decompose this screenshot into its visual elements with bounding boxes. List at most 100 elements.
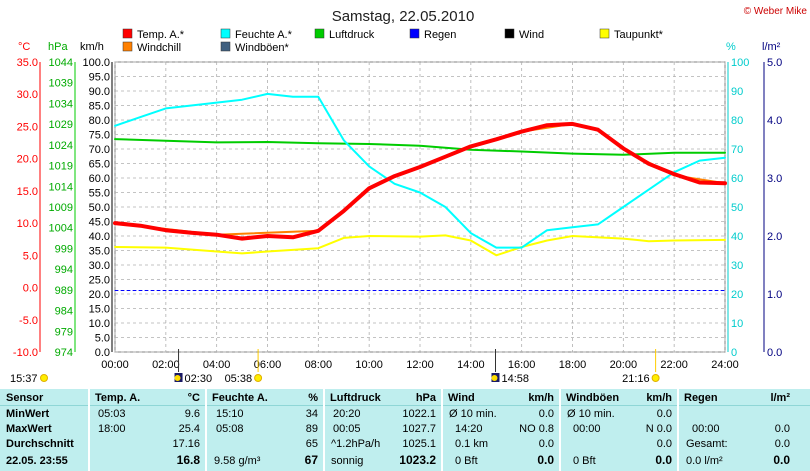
- legend-label: Feuchte A.*: [235, 29, 293, 41]
- rain-tick-label: 0.0: [767, 347, 782, 359]
- stats-table: Sensor Temp. A. °C Feuchte A. % Luftdruc…: [0, 389, 810, 471]
- press-tick-label: 974: [55, 347, 73, 359]
- hum-current: 67: [304, 453, 318, 467]
- event-time-label: 15:37: [10, 373, 38, 383]
- wind-tick-label: 5.0: [95, 333, 110, 345]
- temp-tick-label: 20.0: [17, 154, 38, 166]
- legend-swatch: [314, 28, 325, 39]
- rain-tick-label: 5.0: [767, 57, 782, 69]
- wind-avg-label: 0.1 km: [455, 438, 489, 450]
- wind-axis-unit: km/h: [80, 41, 104, 53]
- row-label-current: 22.05. 23:55: [6, 455, 68, 467]
- gust-min-label: Ø 10 min.: [567, 408, 615, 420]
- wind-max: NO 0.8: [519, 423, 554, 435]
- series-line-temp-a: [113, 121, 727, 241]
- rain-tick-label: 1.0: [767, 289, 782, 301]
- event-time-label: 14:58: [501, 373, 529, 383]
- wind-tick-label: 60.0: [89, 173, 110, 185]
- legend-swatch: [122, 41, 133, 52]
- header-gust: Windböen: [566, 392, 620, 404]
- wind-min: 0.0: [538, 408, 554, 420]
- sun-icon: [651, 374, 660, 382]
- temp-tick-label: 5.0: [23, 250, 38, 262]
- rain-current: 0.0: [773, 453, 790, 467]
- wind-avg: 0.0: [538, 438, 554, 450]
- header-press-unit: hPa: [415, 392, 436, 404]
- column-divider: [205, 389, 207, 471]
- hum-tick-label: 60: [731, 173, 743, 185]
- press-tick-label: 994: [55, 264, 73, 276]
- temp-tick-label: 0.0: [23, 283, 38, 295]
- x-tick-label: 10:00: [355, 359, 383, 371]
- wind-tick-label: 45.0: [89, 217, 110, 229]
- press-max-time: 00:05: [333, 423, 361, 435]
- hum-tick-label: 70: [731, 144, 743, 156]
- forecast-text: sonnig: [331, 455, 364, 467]
- legend-swatch: [122, 28, 133, 39]
- wind-tick-label: 80.0: [89, 115, 110, 127]
- event-time-label: 02:30: [185, 373, 213, 383]
- series-line-luftdruck: [114, 138, 726, 156]
- press-trend: ^1.2hPa/h: [331, 438, 381, 450]
- legend-label: Regen: [424, 29, 456, 41]
- hum-tick-label: 80: [731, 115, 743, 127]
- wind-tick-label: 85.0: [89, 101, 110, 113]
- row-label-min: MinWert: [6, 408, 50, 420]
- header-wind-unit: km/h: [528, 392, 554, 404]
- hum-tick-label: 90: [731, 86, 743, 98]
- wind-max-time: 14:20: [455, 423, 483, 435]
- hum-avg: 65: [305, 438, 318, 450]
- hum-abs: 9.58 g/m³: [214, 455, 261, 467]
- press-axis-unit: hPa: [48, 41, 68, 53]
- column-divider: [677, 389, 679, 471]
- temp-tick-label: 10.0: [17, 218, 38, 230]
- press-tick-label: 1009: [49, 202, 73, 214]
- sun-icon: [254, 374, 263, 382]
- sun-moon-events: 15:37 02:30 05:38 14:58 21:16: [10, 349, 660, 383]
- rain-total: 0.0: [774, 438, 790, 450]
- press-max: 1027.7: [402, 423, 436, 435]
- temp-tick-label: 35.0: [17, 57, 38, 69]
- press-tick-label: 1019: [49, 161, 73, 173]
- hum-max: 89: [305, 423, 318, 435]
- wind-tick-label: 70.0: [89, 144, 110, 156]
- hum-max-time: 05:08: [216, 423, 244, 435]
- wind-tick-label: 65.0: [89, 159, 110, 171]
- press-tick-label: 1039: [49, 78, 73, 90]
- column-divider: [441, 389, 443, 471]
- series-lines: [113, 92, 727, 291]
- weather-chart: Samstag, 22.05.2010 © Weber Mike Temp. A…: [10, 6, 808, 383]
- press-min-time: 20:20: [333, 408, 361, 420]
- rain-axis-unit: l/m²: [762, 41, 781, 53]
- wind-tick-label: 75.0: [89, 130, 110, 142]
- axis-units: °C hPa km/h % l/m²: [18, 41, 781, 53]
- x-tick-label: 16:00: [508, 359, 536, 371]
- hum-min: 34: [305, 408, 318, 420]
- temp-tick-label: -5.0: [19, 315, 38, 327]
- hum-tick-label: 50: [731, 202, 743, 214]
- hum-min-time: 15:10: [216, 408, 244, 420]
- legend-label: Taupunkt*: [614, 29, 664, 41]
- wind-tick-label: 35.0: [89, 246, 110, 258]
- x-tick-label: 02:00: [152, 359, 180, 371]
- chart-title: Samstag, 22.05.2010: [332, 8, 475, 25]
- press-min: 1022.1: [402, 408, 436, 420]
- temp-max: 25.4: [178, 423, 200, 435]
- temp-avg: 17.16: [172, 438, 200, 450]
- row-label-avg: Durchschnitt: [6, 438, 74, 450]
- press-tick-label: 1014: [49, 181, 73, 193]
- gust-current: 0.0: [655, 453, 672, 467]
- moon-icon-crescent: [174, 375, 181, 381]
- temp-tick-label: 15.0: [17, 186, 38, 198]
- row-label-max: MaxWert: [6, 423, 52, 435]
- header-hum-unit: %: [308, 392, 318, 404]
- wind-tick-label: 50.0: [89, 202, 110, 214]
- legend-swatch: [220, 41, 231, 52]
- credit-text: © Weber Mike: [744, 6, 808, 17]
- legend-label: Temp. A.*: [137, 29, 185, 41]
- press-current: 1023.2: [399, 453, 436, 467]
- x-tick-label: 20:00: [610, 359, 638, 371]
- series-line-taupunkt: [114, 234, 726, 257]
- legend-swatch: [220, 28, 231, 39]
- press-tick-label: 1044: [49, 57, 73, 69]
